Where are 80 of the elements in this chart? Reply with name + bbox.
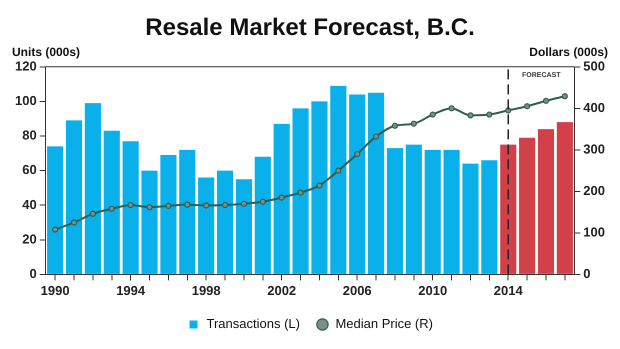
point xyxy=(184,202,190,208)
bar xyxy=(236,179,252,274)
point xyxy=(297,190,304,196)
point xyxy=(410,120,417,127)
point xyxy=(203,202,210,209)
point xyxy=(52,226,58,233)
y2-tick-label: 100 xyxy=(583,224,606,240)
point xyxy=(524,103,530,110)
bar xyxy=(406,144,422,274)
legend-label: Median Price (R) xyxy=(335,316,433,332)
bar xyxy=(349,94,366,274)
y2-tick-label: 300 xyxy=(583,141,606,156)
bar xyxy=(481,160,498,274)
bar xyxy=(254,156,271,274)
bar xyxy=(556,122,573,274)
bar xyxy=(47,146,64,274)
bar xyxy=(462,164,479,274)
chart-title: Resale Market Forecast, B.C. xyxy=(145,14,475,42)
y-axis-title: Units (000s) xyxy=(12,45,80,60)
bar xyxy=(104,130,120,274)
bar xyxy=(500,144,516,274)
y-tick-label: 80 xyxy=(22,128,37,143)
y-tick-label: 0 xyxy=(29,266,37,281)
y-tick-label: 20 xyxy=(22,231,37,246)
bar xyxy=(84,103,101,274)
point xyxy=(240,200,248,207)
point xyxy=(467,112,474,118)
point xyxy=(542,98,550,104)
point xyxy=(222,202,228,208)
x-tick-label: 2006 xyxy=(342,282,372,298)
bar xyxy=(216,170,234,274)
x-tick-label: 1994 xyxy=(116,282,146,298)
point xyxy=(486,111,492,118)
bar xyxy=(538,129,554,274)
x-tick-label: 1990 xyxy=(40,282,70,298)
bar xyxy=(424,150,441,274)
y2-tick-label: 0 xyxy=(583,266,591,281)
bar xyxy=(160,155,176,274)
point xyxy=(430,111,436,118)
bar xyxy=(66,120,82,274)
bar xyxy=(141,170,158,274)
point xyxy=(260,198,266,205)
bar xyxy=(519,138,536,274)
y-tick-label: 60 xyxy=(22,162,37,178)
point xyxy=(562,93,568,100)
y2-tick-label: 500 xyxy=(583,58,606,74)
y-tick-label: 100 xyxy=(14,92,37,108)
point xyxy=(128,202,134,208)
bar xyxy=(311,101,328,274)
point xyxy=(278,194,285,201)
bar xyxy=(292,108,309,274)
legend-label: Transactions (L) xyxy=(206,316,300,332)
point xyxy=(392,122,398,129)
x-tick-label: 2010 xyxy=(418,282,448,298)
bar xyxy=(122,141,139,274)
bar xyxy=(274,124,290,274)
y2-axis-title: Dollars (000s) xyxy=(529,45,608,60)
bar xyxy=(386,148,404,274)
bar xyxy=(330,86,346,274)
point xyxy=(165,202,172,209)
point xyxy=(108,206,115,212)
point xyxy=(316,182,323,189)
bar xyxy=(179,150,196,274)
point xyxy=(335,168,342,174)
point xyxy=(372,133,380,140)
x-tick-label: 2014 xyxy=(494,282,524,298)
y-tick-label: 40 xyxy=(22,196,37,212)
point xyxy=(354,150,360,158)
point xyxy=(448,105,455,112)
y2-tick-label: 200 xyxy=(583,182,606,198)
x-tick-label: 1998 xyxy=(192,282,221,298)
bar xyxy=(368,92,384,274)
point xyxy=(146,204,153,210)
bar xyxy=(198,178,214,274)
point xyxy=(90,210,96,217)
point xyxy=(70,219,78,226)
y-tick-label: 120 xyxy=(14,58,37,74)
y2-tick-label: 400 xyxy=(583,100,606,115)
bar xyxy=(444,150,460,274)
x-tick-label: 2002 xyxy=(267,282,296,298)
